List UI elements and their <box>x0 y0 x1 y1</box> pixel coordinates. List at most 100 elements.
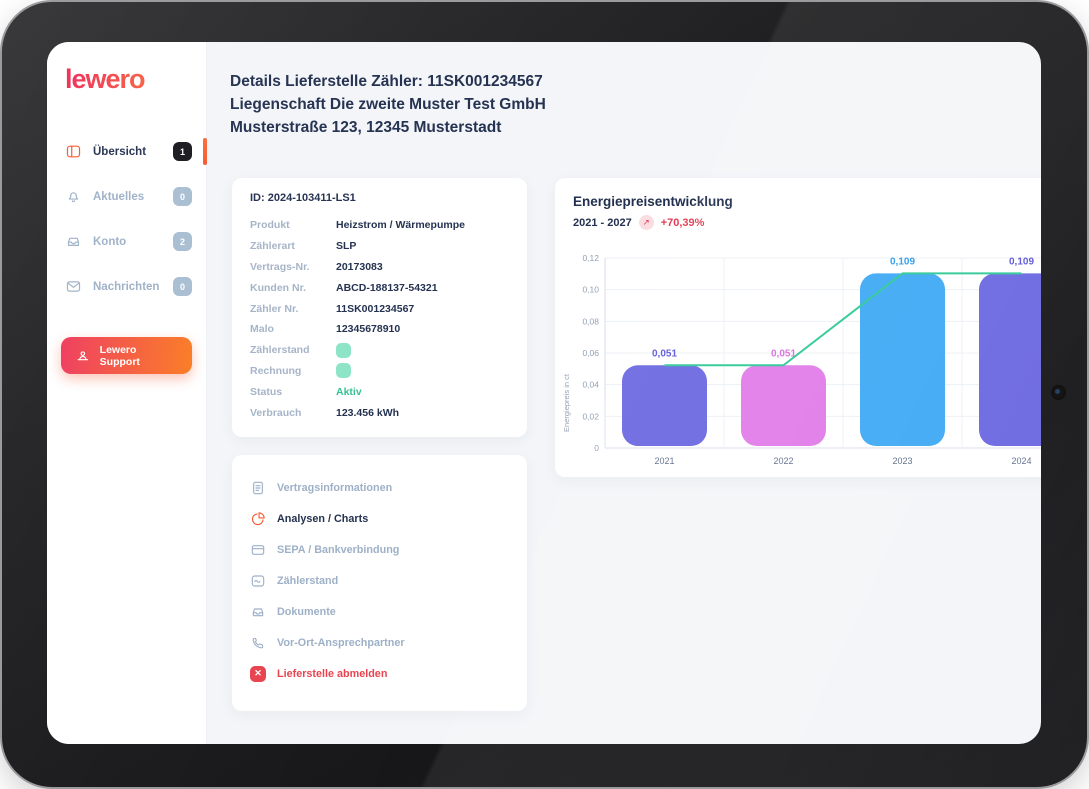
detail-label: Zählerart <box>250 240 295 253</box>
y-tick-label: 0 <box>594 443 599 453</box>
detail-value: 123.456 kWh <box>336 406 400 419</box>
sidebar-item-label: Übersicht <box>93 145 147 158</box>
lewero-logo: lewero <box>65 64 206 95</box>
sidebar-item-aktuelles[interactable]: Aktuelles 0 <box>47 174 206 219</box>
detail-label: Vertrags-Nr. <box>250 260 310 273</box>
page-title-line1: Details Lieferstelle Zähler: 11SK0012345… <box>230 73 543 90</box>
detail-label: Produkt <box>250 219 290 232</box>
menu-item-label: Vor-Ort-Ansprechpartner <box>277 636 405 649</box>
dashboard-icon <box>66 145 81 158</box>
lewero-support-button[interactable]: Lewero Support <box>61 337 192 374</box>
y-tick-label: 0,02 <box>582 411 599 421</box>
bar-2021 <box>622 365 707 446</box>
sidebar-item-label: Nachrichten <box>93 280 160 293</box>
status-indicator <box>336 342 351 358</box>
y-tick-label: 0,04 <box>582 380 599 390</box>
menu-item-label: SEPA / Bankverbindung <box>277 543 400 556</box>
detail-row-zähler-nr: Zähler Nr. 11SK001234567 <box>250 298 509 319</box>
detail-row-zählerart: Zählerart SLP <box>250 236 509 257</box>
detail-label: Status <box>250 385 283 398</box>
trend-line <box>664 272 1022 367</box>
bank-card-icon <box>251 544 265 555</box>
active-indicator <box>203 138 207 165</box>
sidebar-item-label: Aktuelles <box>93 190 145 203</box>
detail-row-malo: Malo 12345678910 <box>250 319 509 340</box>
detail-value: SLP <box>336 240 357 253</box>
document-icon <box>253 481 263 494</box>
menu-item-zählerstand[interactable]: Zählerstand <box>250 565 509 596</box>
detail-value: Heizstrom / Wärmepumpe <box>336 219 465 232</box>
detail-row-zählerstand: Zählerstand <box>250 340 509 361</box>
menu-item-vor-ort-ansprechpartner[interactable]: Vor-Ort-Ansprechpartner <box>250 627 509 658</box>
menu-item-vertragsinformationen[interactable]: Vertragsinformationen <box>250 472 509 503</box>
sidebar-item-übersicht[interactable]: Übersicht 1 <box>47 129 207 174</box>
page-title: Details Lieferstelle Zähler: 11SK0012345… <box>230 70 660 139</box>
sidebar-item-konto[interactable]: Konto 2 <box>47 219 206 264</box>
energy-price-chart: 0 0,02 0,04 0,06 0,08 0,10 0,12 Energiepreis in… <box>562 253 1041 466</box>
y-tick-label: 0,06 <box>582 348 599 358</box>
sidebar-item-badge: 1 <box>173 142 192 161</box>
menu-item-label: Vertragsinformationen <box>277 481 393 494</box>
envelope-icon <box>66 281 81 292</box>
menu-item-sepa-bankverbindung[interactable]: SEPA / Bankverbindung <box>250 534 509 565</box>
bar-value-label: 0,051 <box>771 348 796 359</box>
support-button-label: Lewero Support <box>99 343 140 368</box>
bell-icon <box>68 192 79 203</box>
bar-2023 <box>860 273 945 446</box>
y-tick-label: 0,12 <box>582 253 599 263</box>
detail-value: 12345678910 <box>336 323 401 336</box>
status-indicator <box>336 363 351 379</box>
x-tick-label: 2021 <box>654 456 674 466</box>
menu-item-lieferstelle-abmelden[interactable]: ✕ Lieferstelle abmelden <box>250 658 509 689</box>
detail-label: Zählerstand <box>250 344 310 357</box>
menu-item-dokumente[interactable]: Dokumente <box>250 596 509 627</box>
detail-row-verbrauch: Verbrauch 123.456 kWh <box>250 402 509 423</box>
detail-value: 11SK001234567 <box>336 302 415 315</box>
menu-items: Vertragsinformationen Analysen / Charts SE… <box>250 472 509 689</box>
detail-label: Rechnung <box>250 364 302 377</box>
app-screen: lewero Übersicht 1 Aktuelles 0 Konto 2 Nachric… <box>47 42 1041 744</box>
supply-point-id: ID: 2024-103411-LS1 <box>250 192 356 204</box>
tablet-camera <box>1051 385 1066 400</box>
bar-2022 <box>741 365 826 446</box>
x-tick-label: 2022 <box>773 456 793 466</box>
detail-row-kunden-nr: Kunden Nr. ABCD-188137-54321 <box>250 277 509 298</box>
bar-2024 <box>979 273 1041 446</box>
menu-item-label: Lieferstelle abmelden <box>277 667 388 680</box>
detail-row-rechnung: Rechnung <box>250 361 509 382</box>
detail-value: ABCD-188137-54321 <box>336 281 438 294</box>
bar-value-label: 0,109 <box>890 256 915 267</box>
chart-title: Energiepreisentwicklung <box>573 194 733 209</box>
y-tick-label: 0,08 <box>582 316 599 326</box>
support-agent-icon <box>77 350 89 360</box>
x-tick-label: 2024 <box>1011 456 1031 466</box>
bar-value-label: 0,051 <box>652 348 677 359</box>
x-tick-label: 2023 <box>892 456 912 466</box>
sidebar-item-badge: 0 <box>173 187 192 206</box>
y-tick-label: 0,10 <box>582 285 599 295</box>
chart-range: 2021 - 2027 <box>573 216 632 229</box>
phone-icon <box>252 637 264 648</box>
supply-point-menu-card: Vertragsinformationen Analysen / Charts SE… <box>232 455 527 711</box>
detail-label: Kunden Nr. <box>250 281 307 294</box>
sidebar-item-label: Konto <box>93 235 127 248</box>
menu-item-analysen-charts[interactable]: Analysen / Charts <box>250 503 509 534</box>
bar-value-label: 0,109 <box>1009 256 1034 267</box>
sidebar-item-nachrichten[interactable]: Nachrichten 0 <box>47 264 206 309</box>
sidebar: lewero Übersicht 1 Aktuelles 0 Konto 2 Nachric… <box>47 42 207 744</box>
detail-value: 20173083 <box>336 260 383 273</box>
pie-chart-icon <box>251 511 265 525</box>
meter-chart-icon <box>251 574 265 587</box>
page-title-line2: Liegenschaft Die zweite Muster Test GmbH <box>230 96 546 113</box>
sidebar-nav: Übersicht 1 Aktuelles 0 Konto 2 Nachrichten 0 <box>47 129 207 309</box>
supply-point-details-card: ID: 2024-103411-LS1 Produkt Heizstrom / W… <box>232 178 527 437</box>
y-axis-label: Energiepreis in ct <box>562 373 571 432</box>
chart-change-percent: +70,39% <box>660 216 705 229</box>
chart-subtitle: 2021 - 2027 ↗ +70,39% <box>573 215 1041 230</box>
detail-rows: Produkt Heizstrom / Wärmepumpe Zählerart SL… <box>250 215 509 423</box>
inbox-icon <box>67 237 80 246</box>
detail-row-produkt: Produkt Heizstrom / Wärmepumpe <box>250 215 509 236</box>
energy-price-chart-card: 0 0,02 0,04 0,06 0,08 0,10 0,12 Energiepreis in… <box>555 178 1041 477</box>
arrow-up-right-icon: ↗ <box>638 215 654 230</box>
menu-item-label: Dokumente <box>277 605 336 618</box>
